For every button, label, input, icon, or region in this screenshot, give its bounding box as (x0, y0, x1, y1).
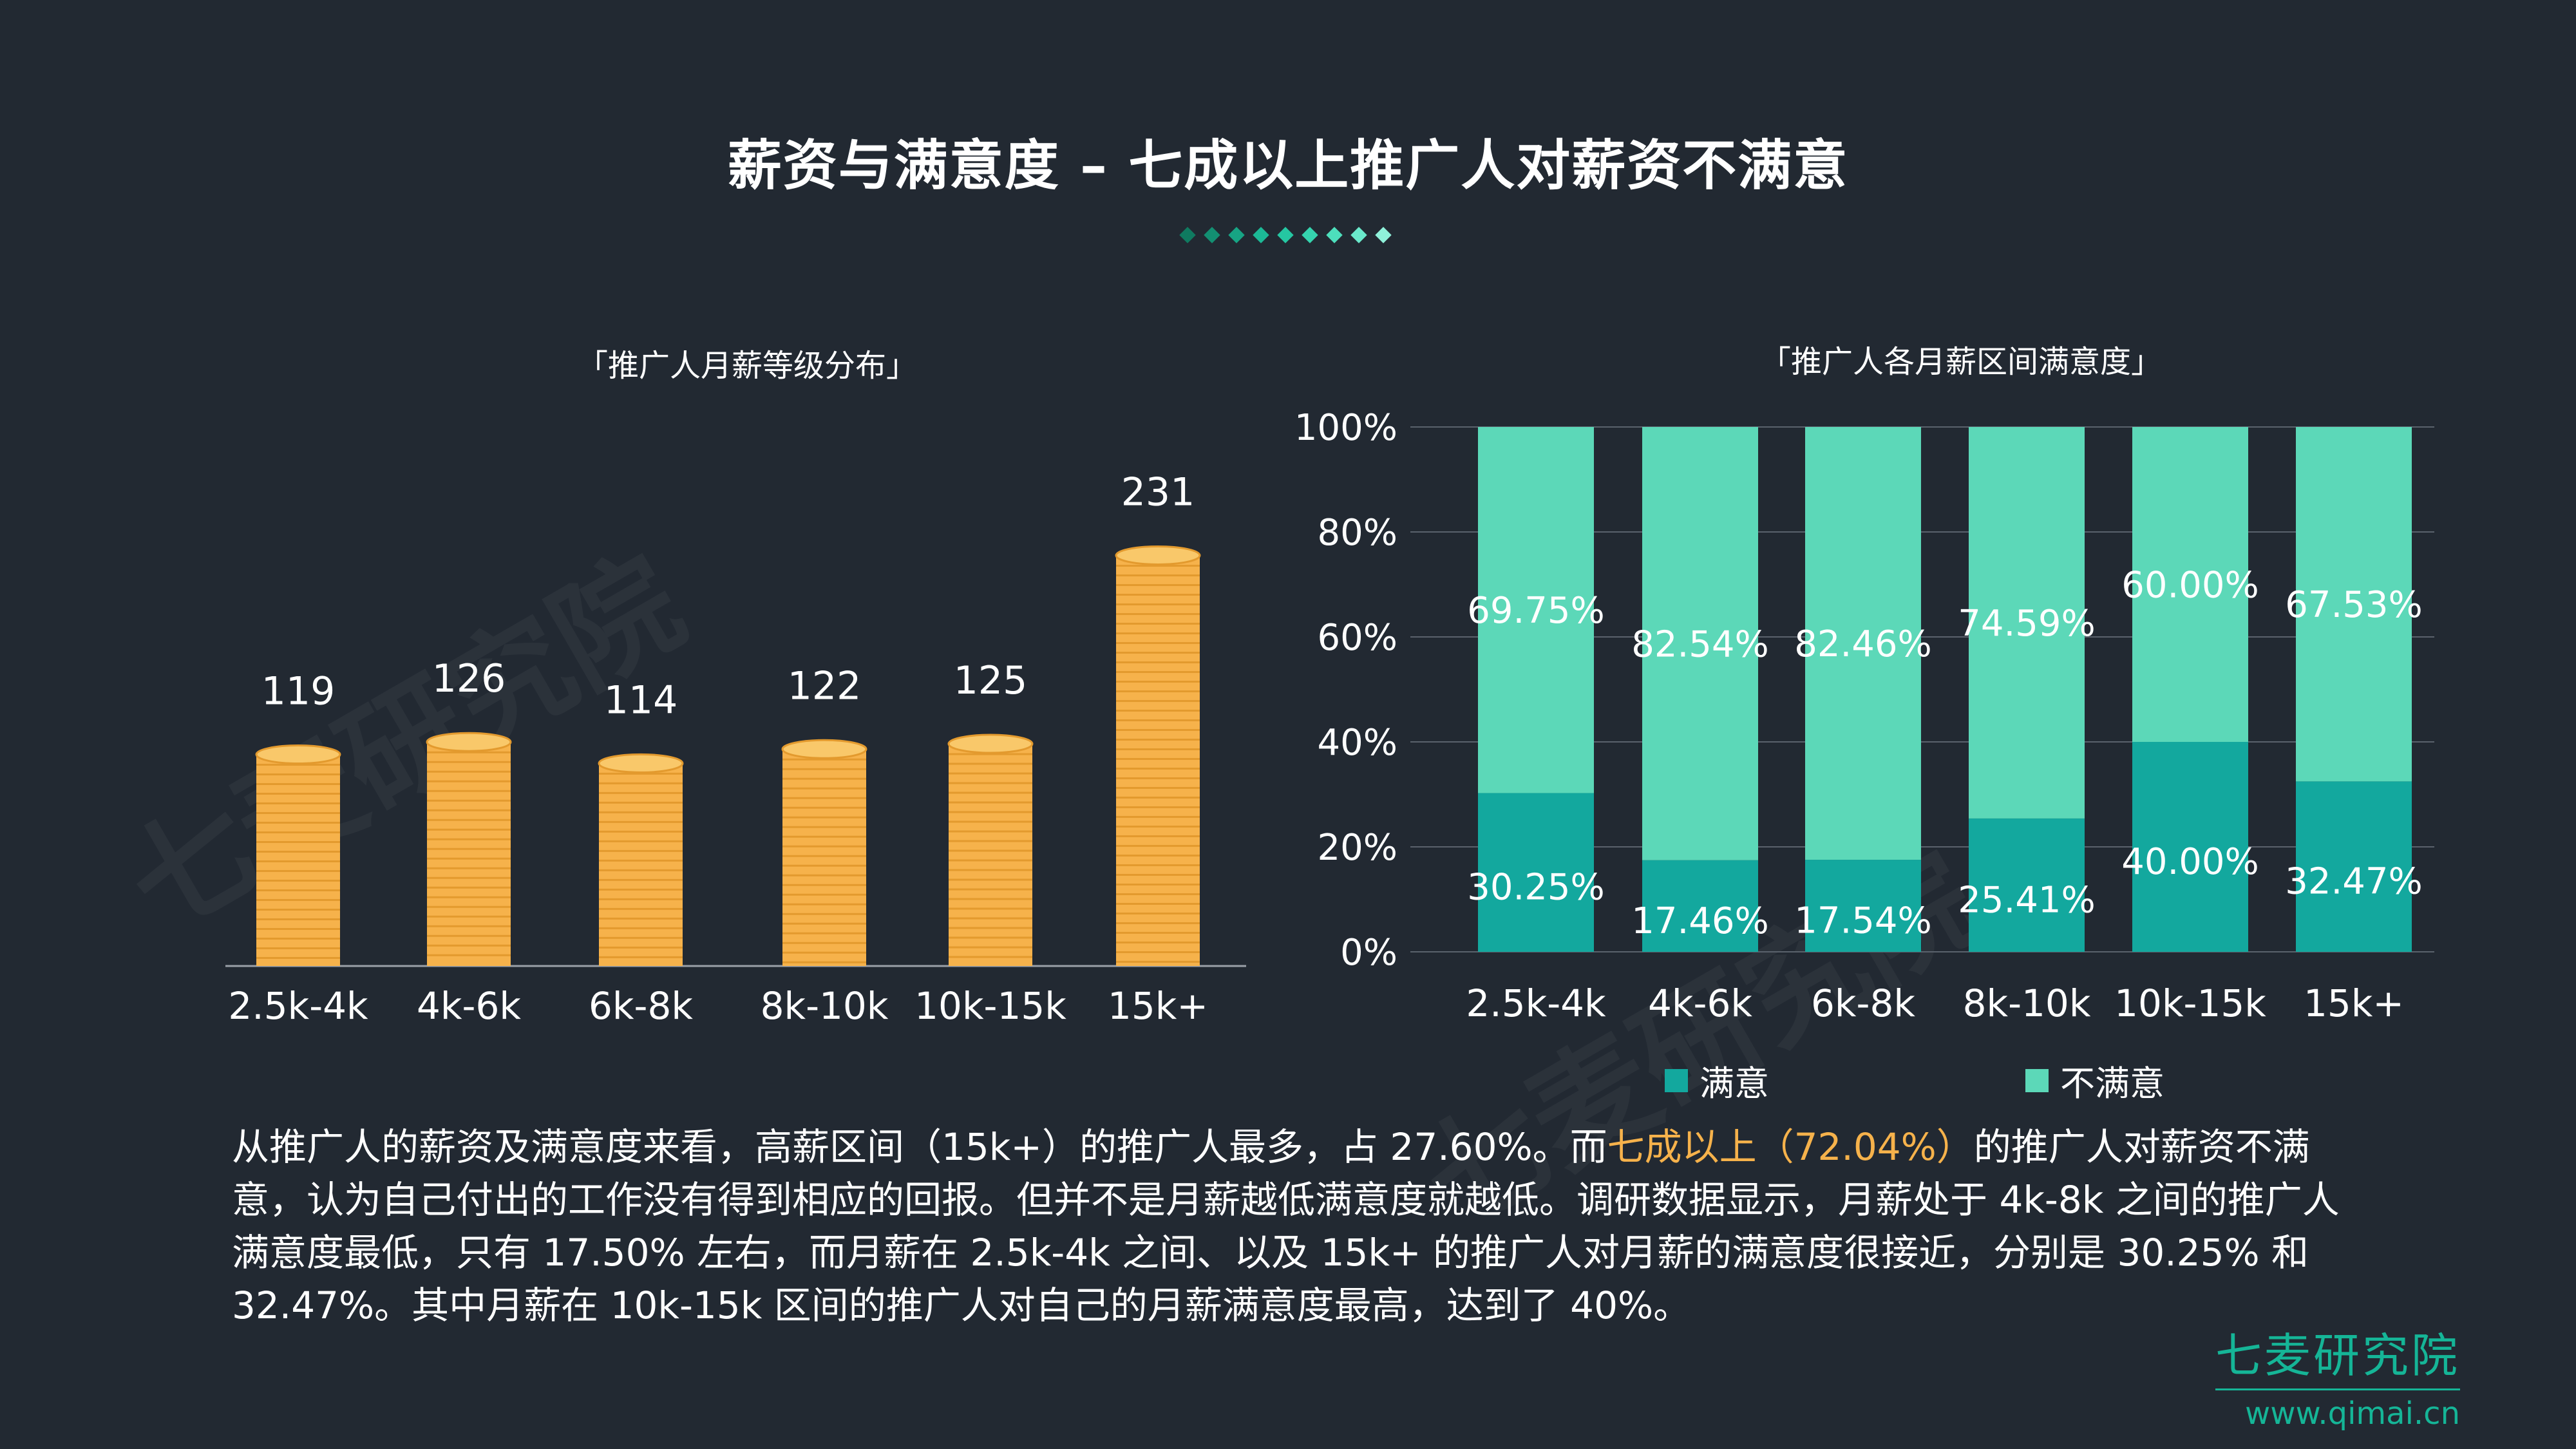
divider-diamond (1204, 227, 1220, 243)
coin-top (426, 732, 512, 752)
summary-text-2: 的推广人对薪资不满意，认为自己付出的工作没有得到相应的回报。但并不是月薪越低满意… (232, 1125, 2340, 1327)
coin-stack-body (782, 749, 866, 966)
legend-label-satisfied: 满意 (1700, 1063, 1769, 1104)
bar-segment-unsatisfied (1805, 427, 1921, 860)
bar-value-label: 114 (604, 677, 678, 723)
brand-url: www.qimai.cn (2244, 1396, 2460, 1432)
y-tick-label: 40% (1318, 722, 1397, 764)
coin-stack-bar (426, 732, 512, 966)
bar-value-label: 119 (261, 669, 336, 714)
divider-diamond (1326, 227, 1343, 243)
bar-segment-satisfied (1805, 860, 1921, 952)
summary-text-1: 从推广人的薪资及满意度来看，高薪区间（15k+）的推广人最多，占 27.60%。… (232, 1125, 1607, 1169)
brand-block: 七麦研究院 www.qimai.cn (2215, 1327, 2460, 1432)
coin-top (781, 739, 867, 759)
coin-stack-bar (947, 734, 1034, 966)
bar-value-label: 122 (788, 663, 862, 708)
x-tick-label: 8k-10k (761, 984, 889, 1028)
x-tick-label: 10k-15k (2114, 981, 2266, 1025)
coin-top (598, 753, 684, 773)
x-tick-label: 8k-10k (1963, 981, 2091, 1025)
x-tick-label: 2.5k-4k (1466, 981, 1606, 1025)
data-label-unsatisfied: 82.54% (1631, 623, 1769, 665)
data-label-satisfied: 30.25% (1467, 867, 1605, 909)
brand-divider (2215, 1388, 2460, 1390)
bar-value-label: 125 (954, 658, 1028, 703)
coin-stack-body (949, 744, 1032, 966)
data-label-satisfied: 17.54% (1794, 900, 1932, 942)
bar-segment-satisfied (2132, 742, 2248, 952)
data-label-unsatisfied: 74.59% (1958, 603, 2096, 645)
bar-segment-unsatisfied (2296, 427, 2412, 782)
divider-diamond (1350, 227, 1367, 243)
x-tick-label: 10k-15k (914, 984, 1066, 1028)
bar-segment-satisfied (1478, 793, 1594, 952)
x-tick-label: 6k-8k (589, 984, 693, 1028)
divider-diamond (1228, 227, 1245, 243)
coin-top (947, 734, 1034, 754)
bar-segment-unsatisfied (1478, 427, 1594, 793)
divider-diamond (1302, 227, 1318, 243)
divider-diamond (1277, 227, 1294, 243)
divider-diamond (1375, 227, 1392, 243)
legend-swatch-unsatisfied (2025, 1068, 2049, 1092)
summary-highlight: 七成以上（72.04%） (1607, 1125, 1974, 1169)
y-tick-label: 60% (1318, 617, 1397, 659)
coin-top (1115, 545, 1201, 565)
data-label-unsatisfied: 82.46% (1794, 623, 1932, 665)
coin-stack-body (427, 742, 511, 966)
divider-diamond (1253, 227, 1269, 243)
coin-stack-body (256, 754, 340, 966)
data-label-satisfied: 25.41% (1958, 879, 2096, 921)
x-tick-label: 4k-6k (417, 984, 521, 1028)
data-label-unsatisfied: 60.00% (2121, 565, 2259, 607)
data-label-satisfied: 40.00% (2121, 841, 2259, 883)
x-tick-label: 15k+ (2304, 981, 2404, 1025)
bar-segment-unsatisfied (2132, 427, 2248, 742)
salary-distribution-chart: 119 2.5k-4k 126 4k-6k 114 6k-8k 122 8k-10k 125 10… (225, 469, 1246, 1028)
brand-name: 七麦研究院 (2215, 1329, 2460, 1383)
satisfaction-stacked-chart: 0% 20% 40% 60% 80% 100% 30.25% 69.75% 2.5k-4k 17.… (1294, 407, 2434, 1025)
coin-stack-body (599, 763, 683, 966)
coin-stack-bar (255, 744, 341, 966)
bar-segment-satisfied (1969, 818, 2085, 952)
coin-stack-bar (781, 739, 867, 966)
legend-satisfied: 满意 (1665, 1055, 1769, 1106)
y-tick-label: 0% (1340, 932, 1397, 974)
data-label-satisfied: 32.47% (2285, 861, 2423, 903)
x-tick-label: 15k+ (1108, 984, 1208, 1028)
data-label-unsatisfied: 69.75% (1467, 590, 1605, 632)
bar-segment-satisfied (1642, 860, 1758, 952)
page-title: 薪资与满意度 – 七成以上推广人对薪资不满意 (727, 134, 1849, 197)
title-divider-diamonds (1179, 225, 1394, 245)
coin-stack-bar (1115, 545, 1201, 966)
bar-value-label: 126 (432, 656, 506, 701)
coin-stack-bar (598, 753, 684, 966)
bar-segment-unsatisfied (1642, 427, 1758, 860)
legend-swatch-satisfied (1665, 1068, 1688, 1092)
bar-segment-unsatisfied (1969, 427, 2085, 819)
x-tick-label: 6k-8k (1811, 981, 1915, 1025)
y-tick-label: 80% (1318, 512, 1397, 554)
divider-diamond (1179, 227, 1196, 243)
legend-label-unsatisfied: 不满意 (2060, 1063, 2164, 1104)
x-tick-label: 4k-6k (1648, 981, 1752, 1025)
y-tick-label: 100% (1294, 407, 1397, 449)
data-label-satisfied: 17.46% (1631, 900, 1769, 942)
left-chart-title: 「推广人月薪等级分布」 (576, 348, 917, 384)
y-tick-label: 20% (1318, 827, 1397, 869)
bar-segment-satisfied (2296, 781, 2412, 952)
data-label-unsatisfied: 67.53% (2285, 584, 2423, 626)
legend-unsatisfied: 不满意 (2025, 1055, 2164, 1106)
summary-paragraph: 从推广人的薪资及满意度来看，高薪区间（15k+）的推广人最多，占 27.60%。… (232, 1121, 2351, 1332)
coin-top (255, 744, 341, 765)
x-tick-label: 2.5k-4k (228, 984, 368, 1028)
right-chart-title: 「推广人各月薪区间满意度」 (1759, 344, 2162, 380)
bar-value-label: 231 (1121, 469, 1195, 515)
